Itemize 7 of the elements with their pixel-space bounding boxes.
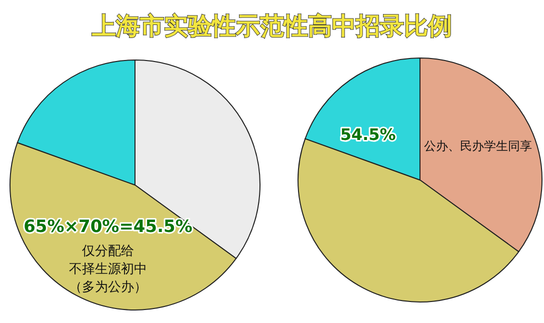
text: （多为公办）: [69, 280, 147, 295]
text: 仅分配给: [82, 244, 134, 259]
text: 公办、民办学生同享: [424, 139, 532, 153]
text: 不择生源初中: [69, 262, 147, 277]
chart-title: 上海市实验性示范性高中招录比例: [91, 12, 452, 40]
text: 65%×70%=45.5%: [24, 217, 192, 237]
text: 54.5%: [340, 125, 396, 144]
